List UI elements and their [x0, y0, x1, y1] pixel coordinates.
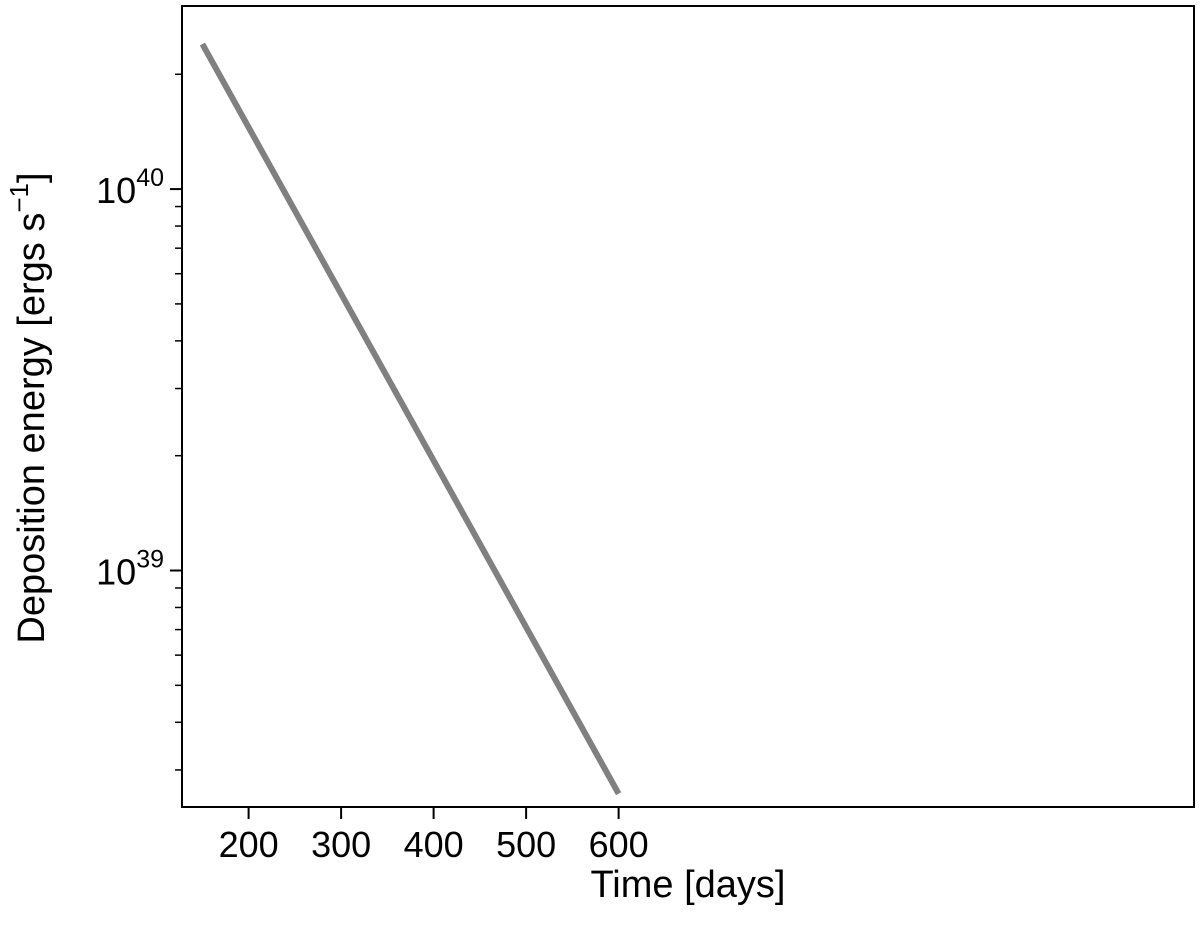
- plot-frame: [181, 5, 1195, 808]
- y-tick-label: 1039: [96, 546, 164, 593]
- series-line: [199, 42, 622, 796]
- x-axis-ticks: 200 300 400 500 600: [219, 807, 649, 865]
- x-tick-label: 600: [589, 824, 649, 865]
- y-axis-label: Deposition energy [ergs s−1]: [4, 172, 53, 643]
- x-tick-label: 200: [219, 824, 279, 865]
- x-tick-label: 300: [311, 824, 371, 865]
- y-axis-label-superscript: −1: [4, 183, 34, 213]
- x-tick-label: 500: [496, 824, 556, 865]
- x-axis-label: Time [days]: [591, 864, 786, 906]
- y-tick-label: 1040: [96, 164, 164, 211]
- y-axis-ticks: 1039 1040: [96, 73, 182, 771]
- series-layer: [199, 42, 622, 796]
- y-axis-label-close: ]: [11, 172, 53, 183]
- y-axis-label-main: Deposition energy [ergs s: [11, 213, 53, 644]
- x-tick-label: 400: [404, 824, 464, 865]
